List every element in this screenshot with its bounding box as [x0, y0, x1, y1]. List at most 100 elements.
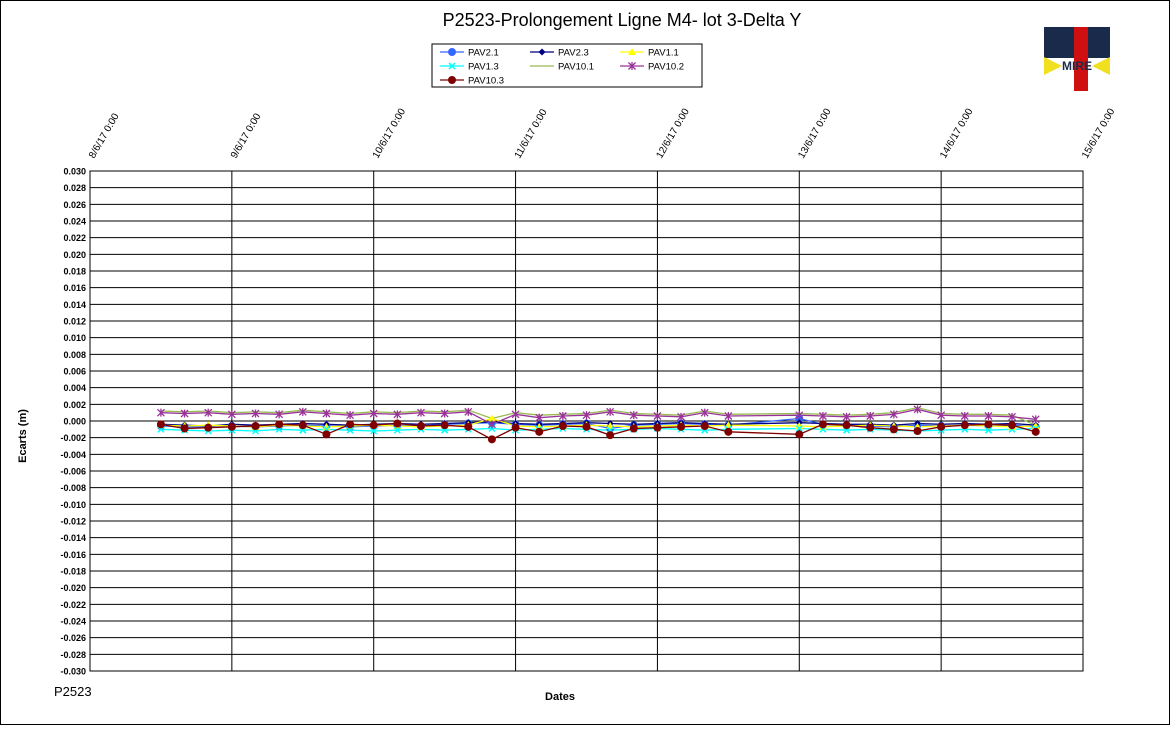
legend-label: PAV1.3 — [468, 62, 499, 73]
y-tick-label: -0.026 — [60, 633, 86, 643]
legend-label: PAV10.1 — [558, 62, 594, 73]
marker — [464, 422, 473, 431]
footer: P2523 — [54, 684, 92, 699]
marker — [937, 422, 946, 431]
marker — [204, 423, 213, 432]
marker — [582, 411, 591, 420]
marker — [369, 421, 378, 430]
marker — [538, 48, 546, 56]
chart-title: P2523-Prolongement Ligne M4- lot 3-Delta… — [443, 10, 802, 30]
marker — [322, 430, 331, 439]
y-tick-label: 0.020 — [63, 250, 86, 260]
marker — [866, 412, 875, 420]
marker — [818, 420, 827, 429]
marker — [795, 430, 804, 439]
y-tick-label: -0.030 — [60, 667, 86, 677]
y-tick-label: 0.002 — [63, 400, 86, 410]
marker — [535, 427, 544, 436]
marker — [535, 413, 544, 422]
marker — [393, 419, 402, 428]
marker — [842, 412, 851, 421]
marker — [251, 409, 260, 418]
y-tick-label: -0.016 — [60, 550, 86, 560]
marker — [913, 427, 922, 435]
marker — [417, 408, 425, 417]
y-tick-label: 0.024 — [63, 217, 86, 227]
y-tick-label: -0.022 — [60, 600, 86, 610]
marker — [724, 412, 733, 420]
y-tick-label: 0.006 — [63, 367, 86, 377]
marker — [322, 409, 331, 418]
marker — [417, 422, 425, 430]
y-tick-label: 0.016 — [63, 283, 86, 293]
y-tick-label: -0.010 — [60, 500, 86, 510]
marker — [440, 421, 449, 430]
marker — [487, 414, 496, 422]
y-axis-label: Ecarts (m) — [17, 409, 29, 463]
marker — [629, 411, 638, 420]
y-tick-label: -0.002 — [60, 433, 86, 443]
marker — [653, 423, 662, 432]
marker — [511, 410, 520, 419]
marker — [346, 420, 355, 429]
marker — [180, 424, 189, 433]
marker — [251, 422, 260, 430]
marker — [558, 412, 567, 420]
y-tick-label: 0.014 — [63, 300, 86, 310]
marker — [866, 423, 875, 432]
series-line — [160, 417, 1036, 428]
marker — [629, 424, 638, 433]
marker — [984, 420, 993, 429]
marker — [180, 409, 189, 418]
y-tick-label: -0.024 — [60, 617, 86, 627]
marker — [156, 408, 165, 417]
marker — [275, 410, 284, 419]
marker — [227, 410, 236, 419]
legend-label: PAV2.1 — [468, 48, 499, 59]
marker — [606, 431, 615, 440]
marker — [582, 422, 591, 431]
marker — [1008, 421, 1017, 430]
marker — [393, 410, 402, 419]
marker — [937, 411, 946, 420]
marker — [1008, 412, 1017, 421]
marker — [628, 62, 636, 70]
series-line — [160, 408, 1036, 426]
marker — [464, 407, 473, 416]
y-tick-label: 0.012 — [63, 317, 86, 327]
marker — [960, 421, 969, 430]
marker — [889, 410, 898, 419]
y-tick-label: 0.030 — [63, 167, 86, 177]
marker — [984, 412, 993, 420]
y-tick-label: 0.028 — [63, 183, 86, 193]
x-axis-label: Dates — [545, 691, 575, 703]
y-tick-label: 0.004 — [63, 383, 86, 393]
marker — [511, 423, 520, 432]
marker — [984, 426, 992, 434]
marker — [606, 407, 615, 416]
marker — [487, 435, 496, 444]
y-tick-label: 0.018 — [63, 267, 86, 277]
marker — [1031, 415, 1040, 424]
y-tick-label: -0.014 — [60, 533, 86, 543]
legend-label: PAV10.3 — [468, 76, 504, 87]
marker — [346, 411, 355, 420]
marker — [275, 420, 284, 429]
series-line — [160, 407, 1036, 426]
marker — [795, 411, 804, 420]
legend-label: PAV1.1 — [648, 48, 679, 59]
series-line — [160, 427, 1036, 432]
marker — [960, 412, 969, 420]
marker — [677, 412, 686, 421]
marker — [298, 407, 307, 416]
y-tick-label: 0.010 — [63, 333, 86, 343]
marker — [653, 412, 662, 420]
marker — [448, 62, 456, 70]
marker — [369, 409, 378, 418]
marker — [487, 420, 496, 429]
y-tick-label: -0.028 — [60, 650, 86, 660]
marker — [700, 422, 709, 430]
marker — [448, 48, 456, 56]
